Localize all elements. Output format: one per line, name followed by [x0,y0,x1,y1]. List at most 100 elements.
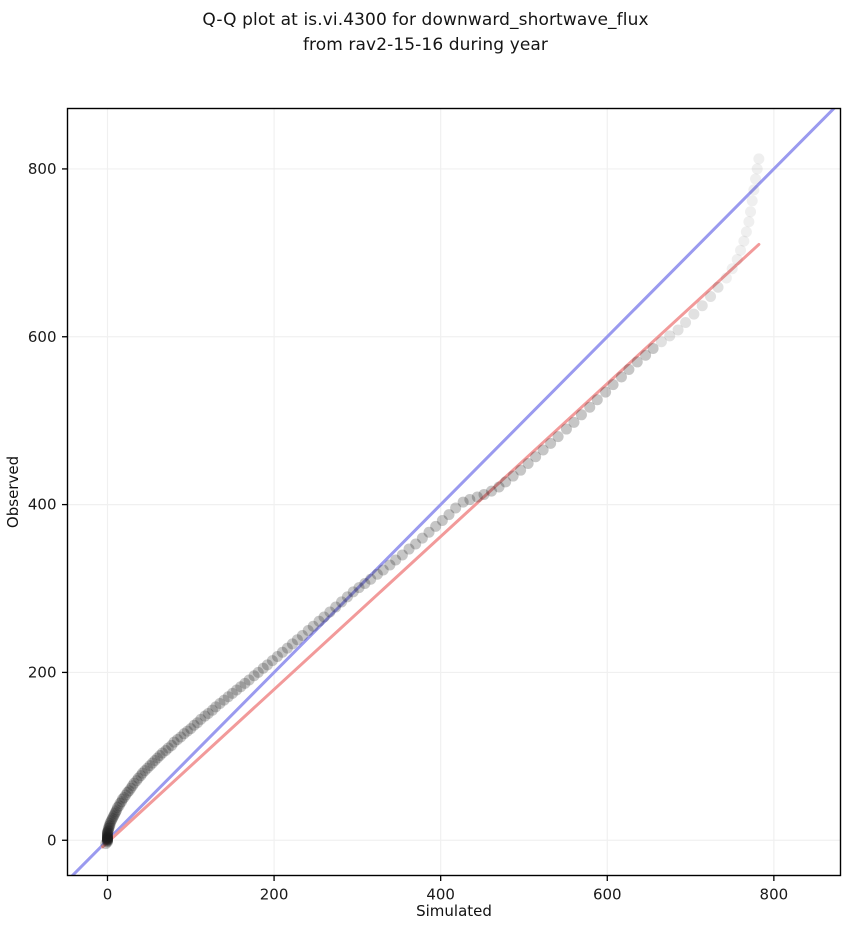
data-point [181,725,193,737]
data-point [101,833,113,845]
data-point [101,827,113,839]
data-point [146,757,158,769]
data-point [206,704,218,716]
data-point [271,650,283,662]
data-point [655,336,667,348]
data-point [103,822,115,834]
data-point [110,806,122,818]
data-point [136,767,148,779]
data-point [575,409,587,421]
data-point [101,828,113,840]
data-point [106,814,118,826]
data-point [680,316,692,328]
data-point [160,744,172,756]
y-tick-label: 800 [28,160,57,178]
data-point [478,489,490,501]
data-point [139,765,151,777]
data-point [231,684,243,696]
data-point [493,481,505,493]
data-point [102,825,114,837]
data-point [252,666,264,678]
data-point [101,826,113,838]
data-point [109,807,121,819]
data-point [748,184,760,196]
data-point [135,770,147,782]
data-point [390,554,402,566]
data-point [396,549,408,561]
data-point [746,195,758,207]
data-point [615,371,627,383]
data-point [101,835,113,847]
data-point [121,786,133,798]
data-point [102,823,114,835]
data-point [248,670,260,682]
y-tick-label: 400 [28,496,57,514]
x-tick-label: 0 [103,886,113,904]
data-point [178,728,190,740]
data-point [101,833,113,845]
data-point [261,659,273,671]
data-point [123,785,135,797]
data-point [664,330,676,342]
data-point [302,624,314,636]
data-point [359,577,371,589]
data-point [631,356,643,368]
data-point [584,401,596,413]
data-point [195,713,207,725]
data-point [688,308,700,320]
data-point [166,739,178,751]
y-tick-label: 600 [28,328,57,346]
data-point [132,772,144,784]
data-point [149,755,161,767]
data-point [371,568,383,580]
data-point [101,836,113,848]
x-tick-label: 800 [760,886,789,904]
data-point [750,173,762,185]
data-point [239,677,251,689]
data-point [568,416,580,428]
data-point [111,804,123,816]
data-point [113,800,125,812]
data-point [726,263,738,275]
data-point [154,750,166,761]
data-point [530,451,542,463]
data-point [291,634,303,646]
data-point [104,819,116,831]
data-point [515,464,527,476]
data-point [266,655,278,667]
data-point [114,797,126,809]
data-point [168,736,180,748]
data-point [591,394,603,406]
x-axis-title: Simulated [416,902,492,920]
data-point [753,153,765,165]
data-point [111,802,123,814]
data-point [522,457,534,469]
data-point [107,811,119,823]
data-point [156,747,168,759]
data-point [128,777,140,789]
data-point [141,762,153,774]
data-point [712,281,724,293]
identity-line [70,108,836,876]
data-point [450,502,462,514]
data-point [423,526,435,538]
data-point [464,494,476,506]
data-point [623,363,635,375]
data-point [347,586,359,598]
data-point [175,731,187,743]
data-point [185,723,197,735]
data-point [307,620,319,632]
data-point [647,343,659,354]
data-point [384,559,396,571]
data-point [101,834,113,846]
data-point [696,300,708,312]
data-point [101,829,113,841]
data-point [740,226,752,238]
data-point [416,532,428,544]
y-axis-title: Observed [4,456,22,528]
fit-line [100,242,761,849]
data-point [377,564,389,576]
data-point [222,691,234,703]
y-tick-label: 0 [47,831,57,849]
